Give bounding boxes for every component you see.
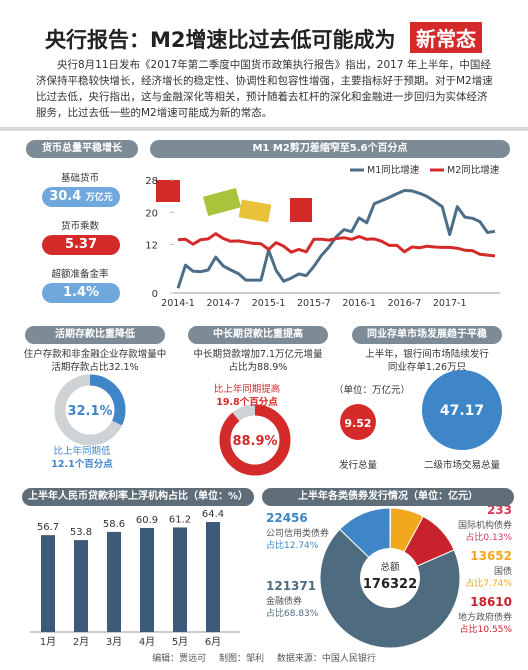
bubble-label: 47.17 (440, 403, 484, 419)
series-line (176, 189, 496, 289)
bubble-label: 9.52 (344, 417, 371, 430)
x-tick-label: 5月 (172, 636, 188, 648)
category-label: 国际机构债券 (458, 519, 512, 531)
x-tick-label: 2014-7 (206, 298, 240, 309)
value-label: 22456 (266, 511, 308, 525)
deco (238, 199, 272, 223)
panel-text: 住户存款和非金融企业存款增量中活期存款占比32.1% (23, 349, 167, 373)
panel-title: 中长期贷款比重提高 (188, 326, 328, 344)
note: 比上年同期提高 (214, 383, 281, 395)
unit: 万亿元 (85, 193, 113, 203)
panel-title: 上半年人民币贷款利率上浮机构占比（单位：%） (22, 488, 254, 506)
panel-text: 上半年，银行间市场陆续发行同业存单1.26万只 (365, 349, 489, 373)
panel-title: 上半年各类债券发行情况（单位：亿元） (262, 488, 514, 506)
value-label: 13652 (470, 549, 512, 563)
legend-label: M1同比增速 (367, 164, 420, 176)
note: 19.8个百分点 (216, 396, 278, 408)
badge: 新常态 (410, 22, 482, 53)
category-label: 金融债券 (266, 595, 302, 607)
footer: 编辑：贾远可 制图：邹利 数据来源：中国人民银行 (0, 651, 528, 664)
donut-arc (219, 404, 291, 476)
item-value: 30.4 万亿元 (42, 187, 120, 207)
panel-text: 中长期贷款增加7.1万亿元增量占比为88.9% (193, 349, 323, 373)
total-label: 总额 (380, 561, 400, 573)
panel-title: 同业存单市场发展趋于平稳 (352, 326, 502, 344)
value: 30.4 (49, 189, 82, 204)
x-tick-label: 4月 (139, 636, 155, 648)
x-tick-label: 2015-7 (297, 298, 331, 309)
value-label: 121371 (266, 579, 316, 593)
note: 比上年同期低 (53, 445, 111, 457)
divider (0, 127, 528, 131)
value-label: 64.4 (202, 509, 224, 520)
deco (156, 180, 180, 202)
x-tick-label: 2014-1 (161, 298, 195, 309)
share-label: 占比68.83% (266, 607, 319, 619)
editor: 编辑：贾远可 (152, 654, 207, 664)
x-tick-label: 2017-1 (433, 298, 467, 309)
value-label: 18610 (470, 595, 512, 609)
x-tick-label: 2016-1 (342, 298, 376, 309)
category-label: 二级市场交易总量 (424, 459, 501, 471)
value-label: 53.8 (70, 527, 92, 538)
source: 数据来源：中国人民银行 (276, 654, 376, 664)
y-tick-label: 20 (145, 208, 158, 219)
y-tick-label: 28 (145, 176, 158, 187)
donut-label: 88.9% (232, 434, 277, 449)
x-tick-label: 3月 (106, 636, 122, 648)
deco (290, 198, 312, 222)
item-label: 货币乘数 (60, 221, 99, 232)
item-value: 5.37 (42, 235, 120, 255)
value-label: 233 (487, 503, 512, 517)
category-label: 发行总量 (339, 459, 378, 471)
panel-title: M1 M2剪刀差缩窄至5.6个百分点 (150, 140, 510, 158)
bar (74, 540, 88, 632)
donut-arc (54, 374, 126, 446)
x-tick-label: 2016-7 (388, 298, 422, 309)
x-tick-label: 6月 (205, 636, 221, 648)
item-label: 基础货币 (60, 173, 99, 184)
designer: 制图：邹利 (218, 654, 264, 664)
category-label: 国债 (494, 565, 512, 577)
x-tick-label: 2015-1 (252, 298, 286, 309)
pie-hole (360, 548, 420, 608)
bar (173, 527, 187, 632)
bar (140, 527, 154, 632)
total: 176322 (363, 577, 417, 592)
bubble (422, 370, 502, 450)
category-label: 公司信用类债券 (266, 527, 329, 539)
x-tick-label: 2月 (73, 636, 89, 648)
bar (41, 535, 55, 632)
panel-title: 货币总量平稳增长 (26, 140, 138, 158)
share-label: 占比0.13% (465, 531, 512, 543)
y-tick-label: 12 (145, 241, 158, 252)
share-label: 占比10.55% (460, 623, 513, 635)
y-tick-label: 0 (152, 289, 158, 300)
item-label: 超额准备金率 (51, 269, 109, 280)
x-tick-label: 1月 (40, 636, 56, 648)
value-label: 56.7 (37, 522, 59, 533)
share-label: 占比7.74% (465, 577, 512, 589)
bubble (340, 404, 376, 440)
panel-title: 活期存款比重降低 (25, 326, 165, 344)
deco (202, 187, 242, 217)
donut-label: 32.1% (67, 404, 112, 419)
value-label: 61.2 (169, 514, 191, 525)
value-label: 60.9 (136, 515, 158, 526)
item-value: 1.4% (42, 283, 120, 303)
bar (107, 531, 121, 632)
intro: 央行8月11日发布《2017年第二季度中国货币政策执行报告》指出，2017 年上… (36, 59, 493, 119)
share-label: 占比12.74% (266, 539, 319, 551)
note: 12.1个百分点 (51, 458, 113, 470)
bar (206, 522, 220, 632)
legend-label: M2同比增速 (447, 164, 500, 176)
title: 央行报告：M2增速比过去低可能成为 (45, 28, 396, 52)
value-label: 58.6 (103, 519, 125, 530)
category-label: 地方政府债券 (458, 611, 512, 623)
series-line (177, 232, 496, 258)
unit: （单位：万亿元） (334, 384, 410, 396)
